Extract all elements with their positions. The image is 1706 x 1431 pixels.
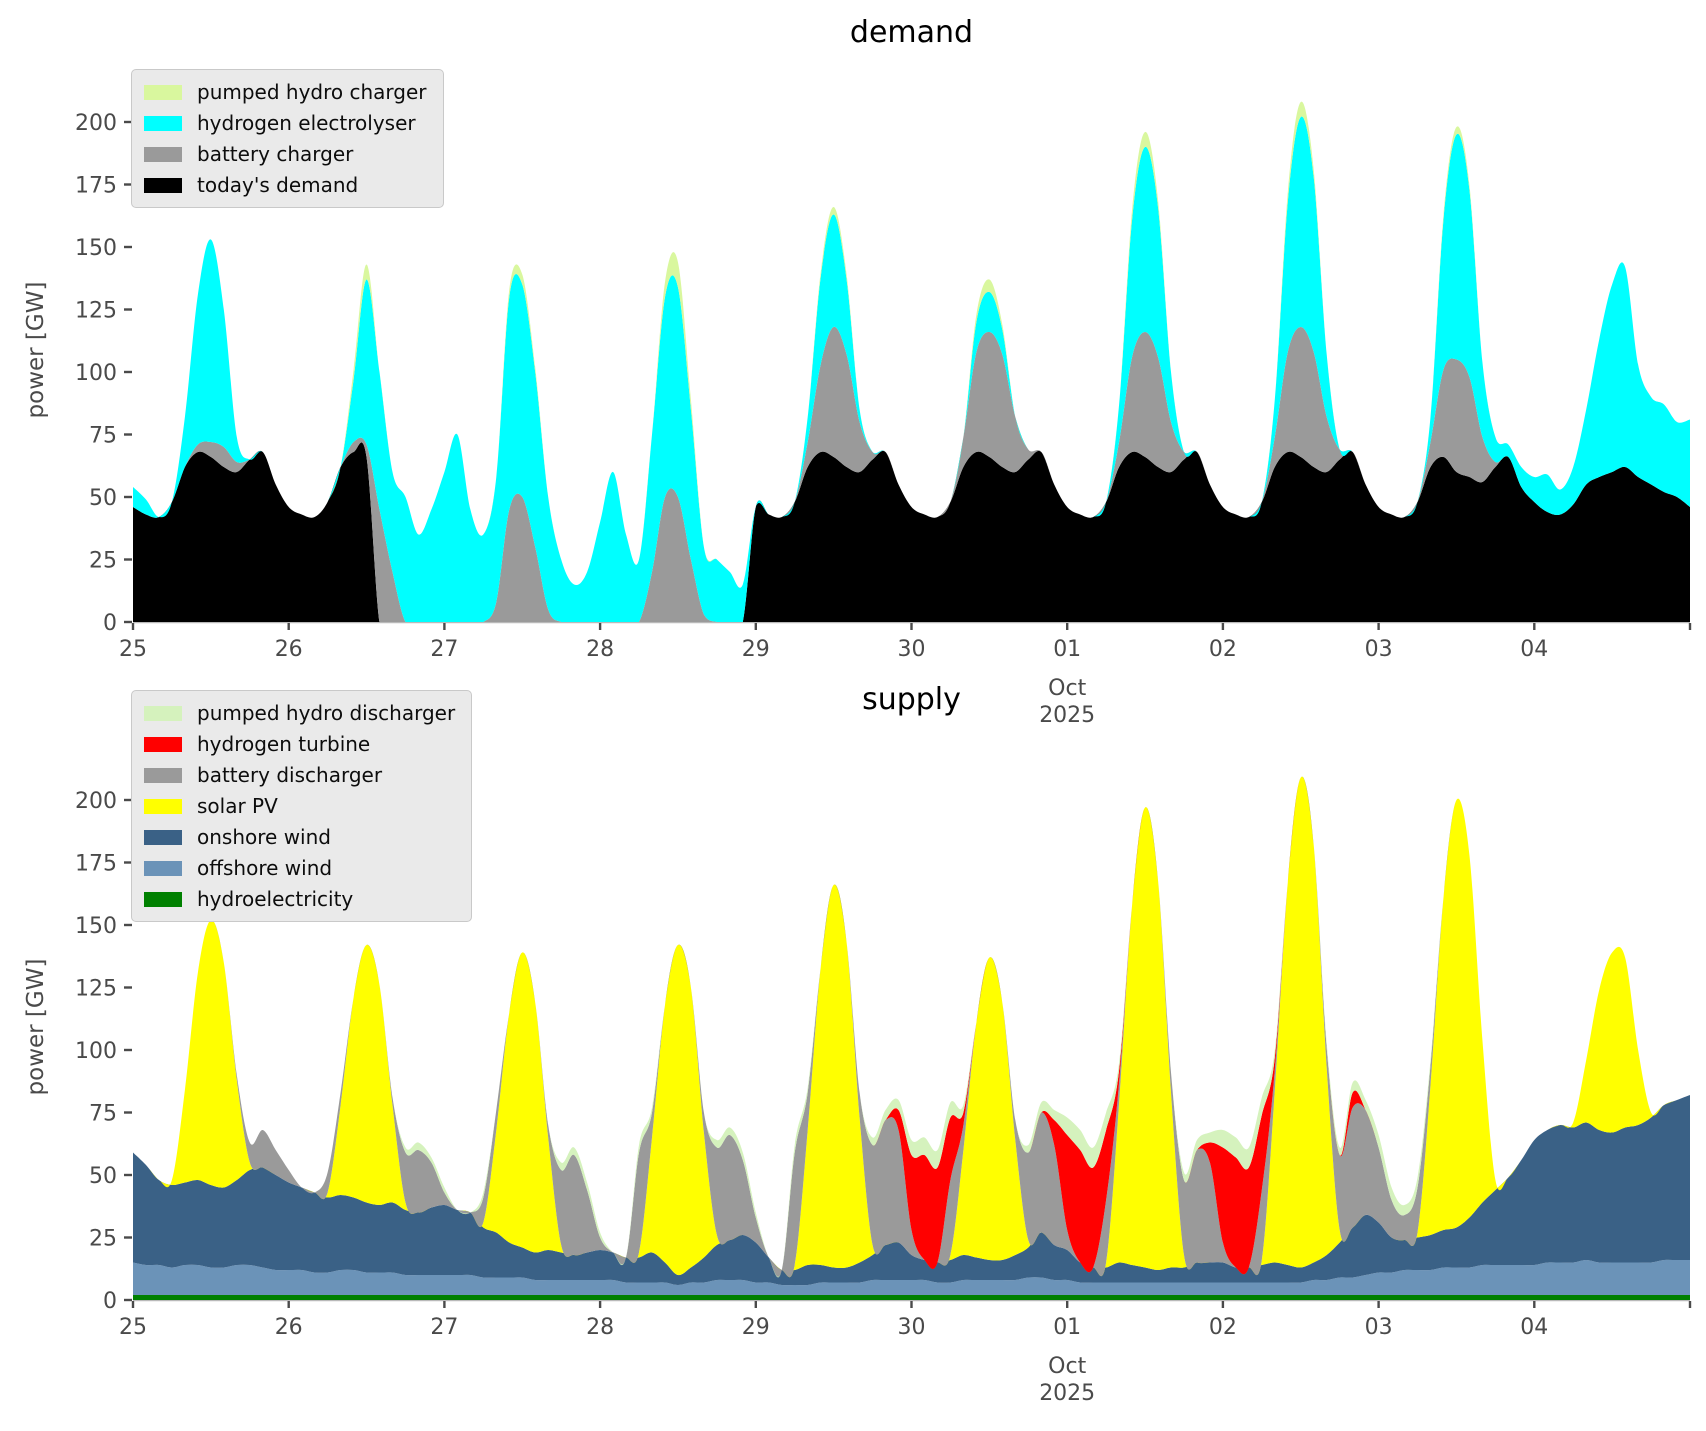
x-tick-label: 29 xyxy=(742,1315,770,1340)
x-tick-label: 28 xyxy=(586,1315,614,1340)
legend-label: offshore wind xyxy=(197,856,333,880)
area-hydrogen-turbine xyxy=(133,776,1690,1277)
y-tick-label: 50 xyxy=(89,1164,117,1189)
area-solar-pv xyxy=(133,776,1690,1278)
legend-swatch-battery-discharger xyxy=(144,767,182,783)
legend-label: hydrogen electrolyser xyxy=(197,111,416,135)
area-offshore-wind xyxy=(133,1259,1690,1295)
x-axis-year-label: 2025 xyxy=(1039,1381,1095,1406)
y-tick-label: 25 xyxy=(89,1227,117,1252)
area-hydrogen-electrolyser xyxy=(133,116,1690,623)
supply-legend: pumped hydro discharger hydrogen turbine b… xyxy=(131,690,473,922)
legend-item-today-s-demand: today's demand xyxy=(144,173,427,197)
legend-item-battery-discharger: battery discharger xyxy=(144,763,455,787)
y-tick-label: 50 xyxy=(89,486,117,511)
x-tick-label: 04 xyxy=(1520,1315,1548,1340)
y-tick-label: 25 xyxy=(89,549,117,574)
y-tick-label: 0 xyxy=(103,611,117,636)
legend-label: pumped hydro discharger xyxy=(197,701,456,725)
x-tick-label: 03 xyxy=(1365,1315,1393,1340)
legend-label: battery charger xyxy=(197,142,354,166)
legend-item-pumped-hydro-discharger: pumped hydro discharger xyxy=(144,701,455,725)
y-tick-label: 200 xyxy=(75,789,117,814)
x-tick-label: 03 xyxy=(1365,637,1393,662)
x-tick-label: 29 xyxy=(742,637,770,662)
x-tick-label: 25 xyxy=(119,637,147,662)
y-tick-label: 100 xyxy=(75,361,117,386)
x-tick-label: 02 xyxy=(1209,1315,1237,1340)
legend-label: onshore wind xyxy=(197,825,331,849)
legend-item-battery-charger: battery charger xyxy=(144,142,427,166)
y-tick-label: 150 xyxy=(75,914,117,939)
legend-label: today's demand xyxy=(197,173,359,197)
x-tick-label: 25 xyxy=(119,1315,147,1340)
legend-swatch-pumped-hydro-charger xyxy=(144,84,182,100)
legend-item-pumped-hydro-charger: pumped hydro charger xyxy=(144,80,427,104)
x-tick-label: 28 xyxy=(586,637,614,662)
legend-item-offshore-wind: offshore wind xyxy=(144,856,455,880)
legend-item-onshore-wind: onshore wind xyxy=(144,825,455,849)
legend-label: battery discharger xyxy=(197,763,383,787)
area-onshore-wind xyxy=(133,1095,1690,1286)
legend-item-hydrogen-turbine: hydrogen turbine xyxy=(144,732,455,756)
legend-item-solar-pv: solar PV xyxy=(144,794,455,818)
legend-label: hydroelectricity xyxy=(197,887,354,911)
y-tick-label: 125 xyxy=(75,977,117,1002)
x-tick-label: 26 xyxy=(275,637,303,662)
x-axis-month-label: Oct xyxy=(1048,1354,1086,1379)
y-tick-label: 175 xyxy=(75,174,117,199)
legend-swatch-onshore-wind xyxy=(144,829,182,845)
area-battery-charger xyxy=(133,326,1690,622)
legend-swatch-today-s-demand xyxy=(144,177,182,193)
y-tick-label: 175 xyxy=(75,852,117,877)
legend-swatch-solar-pv xyxy=(144,798,182,814)
legend-item-hydroelectricity: hydroelectricity xyxy=(144,887,455,911)
y-tick-label: 75 xyxy=(89,1102,117,1127)
x-tick-label: 30 xyxy=(898,1315,926,1340)
y-tick-label: 125 xyxy=(75,299,117,324)
x-axis-year-label: 2025 xyxy=(1039,703,1095,728)
x-tick-label: 27 xyxy=(430,637,458,662)
y-tick-label: 75 xyxy=(89,424,117,449)
legend-swatch-hydroelectricity xyxy=(144,891,182,907)
legend-item-hydrogen-electrolyser: hydrogen electrolyser xyxy=(144,111,427,135)
y-tick-label: 0 xyxy=(103,1289,117,1314)
area-today-s-demand xyxy=(133,442,1690,622)
legend-swatch-hydrogen-electrolyser xyxy=(144,115,182,131)
area-hydroelectricity xyxy=(133,1295,1690,1300)
x-tick-label: 26 xyxy=(275,1315,303,1340)
legend-swatch-pumped-hydro-discharger xyxy=(144,705,182,721)
legend-label: hydrogen turbine xyxy=(197,732,371,756)
x-tick-label: 27 xyxy=(430,1315,458,1340)
x-tick-label: 01 xyxy=(1053,1315,1081,1340)
legend-swatch-hydrogen-turbine xyxy=(144,736,182,752)
y-tick-label: 200 xyxy=(75,111,117,136)
legend-label: pumped hydro charger xyxy=(197,80,427,104)
supply-chart-title: supply xyxy=(862,682,961,717)
x-tick-label: 04 xyxy=(1520,637,1548,662)
x-tick-label: 01 xyxy=(1053,637,1081,662)
x-tick-label: 30 xyxy=(898,637,926,662)
x-tick-label: 02 xyxy=(1209,637,1237,662)
legend-label: solar PV xyxy=(197,794,278,818)
demand-legend: pumped hydro charger hydrogen electrolyse… xyxy=(131,69,444,208)
legend-swatch-offshore-wind xyxy=(144,860,182,876)
y-tick-label: 100 xyxy=(75,1039,117,1064)
x-axis-month-label: Oct xyxy=(1048,676,1086,701)
y-tick-label: 150 xyxy=(75,236,117,261)
legend-swatch-battery-charger xyxy=(144,146,182,162)
demand-chart-title: demand xyxy=(849,15,974,50)
